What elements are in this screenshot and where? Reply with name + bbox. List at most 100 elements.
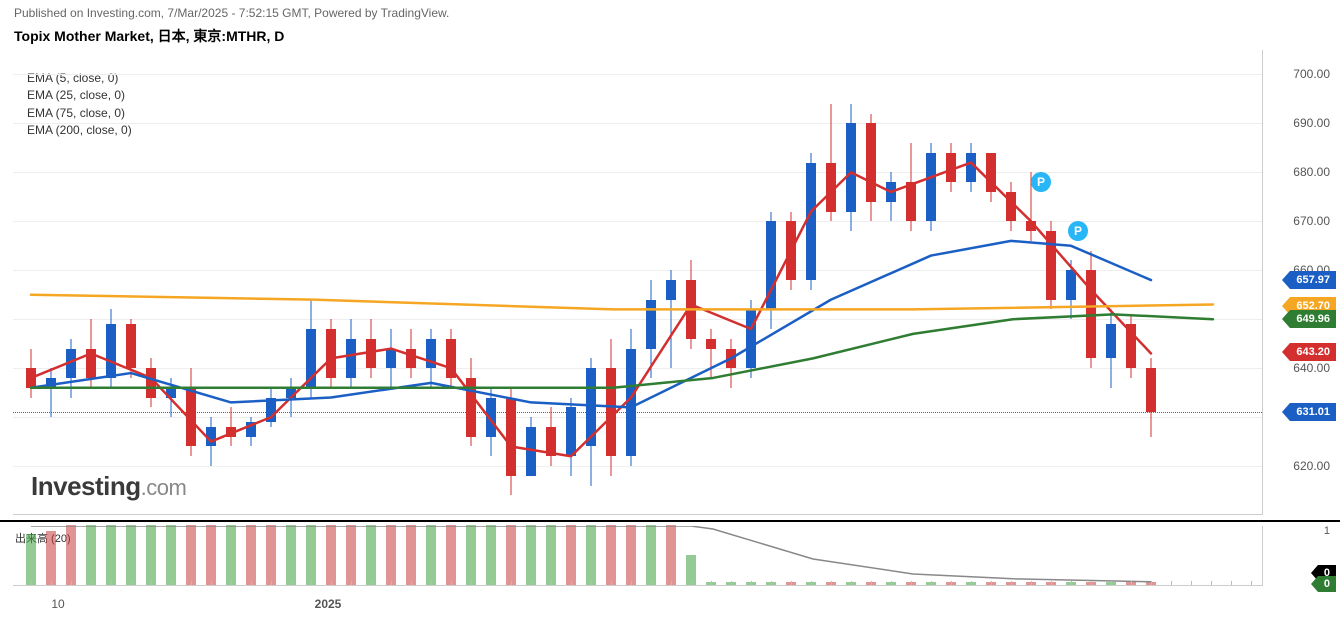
volume-y-tick: 1 — [1324, 525, 1330, 537]
x-tick-mark — [931, 581, 932, 585]
volume-panel[interactable]: 出来高 (20) 1000 — [0, 520, 1340, 595]
volume-bar[interactable] — [186, 525, 196, 585]
x-tick-mark — [471, 581, 472, 585]
x-tick-mark — [631, 581, 632, 585]
volume-y-axis: 1000 — [1263, 526, 1340, 586]
x-tick-mark — [1191, 581, 1192, 585]
x-tick-mark — [251, 581, 252, 585]
volume-bar[interactable] — [526, 525, 536, 585]
volume-bar[interactable] — [246, 525, 256, 585]
x-tick-mark — [51, 581, 52, 585]
price-tag: 649.96 — [1290, 310, 1336, 328]
y-tick: 620.00 — [1293, 459, 1330, 473]
watermark-suffix: .com — [141, 475, 187, 500]
volume-bar[interactable] — [86, 525, 96, 585]
p-marker[interactable]: P — [1031, 172, 1051, 192]
volume-bar[interactable] — [426, 525, 436, 585]
grid-line — [13, 123, 1262, 124]
watermark-brand: Investing — [31, 471, 141, 501]
x-tick-mark — [771, 581, 772, 585]
ema-legend-item: EMA (200, close, 0) — [27, 122, 132, 139]
ema-line-EMA200 — [31, 295, 1213, 310]
x-tick-mark — [691, 581, 692, 585]
x-tick-mark — [1011, 581, 1012, 585]
volume-bar[interactable] — [46, 531, 56, 585]
volume-bar[interactable] — [606, 525, 616, 585]
volume-bar[interactable] — [546, 525, 556, 585]
ema-legend: EMA (5, close, 0)EMA (25, close, 0)EMA (… — [27, 70, 132, 140]
volume-bar[interactable] — [66, 525, 76, 585]
x-tick-mark — [791, 581, 792, 585]
volume-bar[interactable] — [206, 525, 216, 585]
volume-bar[interactable] — [166, 525, 176, 585]
price-chart[interactable]: EMA (5, close, 0)EMA (25, close, 0)EMA (… — [0, 50, 1340, 515]
watermark: Investing.com — [31, 471, 186, 502]
x-tick-mark — [451, 581, 452, 585]
x-tick-mark — [191, 581, 192, 585]
volume-plot-area[interactable]: 出来高 (20) — [13, 526, 1263, 586]
ema-legend-item: EMA (75, close, 0) — [27, 105, 132, 122]
x-tick-mark — [291, 581, 292, 585]
volume-bar[interactable] — [646, 525, 656, 585]
volume-bar[interactable] — [626, 525, 636, 585]
ema-legend-item: EMA (25, close, 0) — [27, 87, 132, 104]
volume-bar[interactable] — [386, 525, 396, 585]
y-tick: 700.00 — [1293, 67, 1330, 81]
x-tick-mark — [211, 581, 212, 585]
x-tick-mark — [151, 581, 152, 585]
x-tick-mark — [1071, 581, 1072, 585]
volume-bar[interactable] — [346, 525, 356, 585]
volume-bar[interactable] — [446, 525, 456, 585]
grid-line — [13, 319, 1262, 320]
volume-bar[interactable] — [586, 525, 596, 585]
chart-plot-area[interactable]: EMA (5, close, 0)EMA (25, close, 0)EMA (… — [13, 50, 1263, 515]
x-tick-mark — [611, 581, 612, 585]
grid-line — [13, 172, 1262, 173]
price-tag: 643.20 — [1290, 343, 1336, 361]
volume-bar[interactable] — [326, 525, 336, 585]
y-tick: 690.00 — [1293, 116, 1330, 130]
ema-line-EMA75 — [31, 314, 1213, 387]
volume-bar[interactable] — [466, 525, 476, 585]
x-tick-mark — [891, 581, 892, 585]
x-tick-mark — [431, 581, 432, 585]
y-tick: 640.00 — [1293, 361, 1330, 375]
volume-ma-svg — [13, 526, 1263, 586]
volume-bar[interactable] — [366, 525, 376, 585]
x-tick-mark — [411, 581, 412, 585]
x-tick-mark — [991, 581, 992, 585]
volume-bar[interactable] — [306, 525, 316, 585]
y-tick: 670.00 — [1293, 214, 1330, 228]
volume-bar[interactable] — [266, 525, 276, 585]
grid-line — [13, 417, 1262, 418]
volume-bar[interactable] — [146, 525, 156, 585]
x-tick-mark — [71, 581, 72, 585]
x-tick-mark — [91, 581, 92, 585]
volume-bar[interactable] — [26, 534, 36, 585]
x-tick-mark — [171, 581, 172, 585]
p-marker[interactable]: P — [1068, 221, 1088, 241]
volume-bar[interactable] — [506, 525, 516, 585]
x-tick: 10 — [51, 597, 64, 611]
volume-bar[interactable] — [406, 525, 416, 585]
volume-bar[interactable] — [566, 525, 576, 585]
volume-bar[interactable] — [226, 525, 236, 585]
x-tick-mark — [531, 581, 532, 585]
volume-bar[interactable] — [666, 525, 676, 585]
x-tick-mark — [871, 581, 872, 585]
x-tick-mark — [711, 581, 712, 585]
publication-info: Published on Investing.com, 7/Mar/2025 -… — [0, 0, 1340, 24]
volume-bar[interactable] — [486, 525, 496, 585]
x-tick-mark — [491, 581, 492, 585]
x-axis: 102025 — [13, 595, 1263, 620]
x-tick-mark — [911, 581, 912, 585]
x-tick-mark — [1091, 581, 1092, 585]
volume-bar[interactable] — [126, 525, 136, 585]
x-tick-mark — [131, 581, 132, 585]
volume-bar[interactable] — [286, 525, 296, 585]
x-tick-mark — [1251, 581, 1252, 585]
x-tick-mark — [111, 581, 112, 585]
x-tick-mark — [371, 581, 372, 585]
x-tick-mark — [951, 581, 952, 585]
volume-bar[interactable] — [106, 525, 116, 585]
